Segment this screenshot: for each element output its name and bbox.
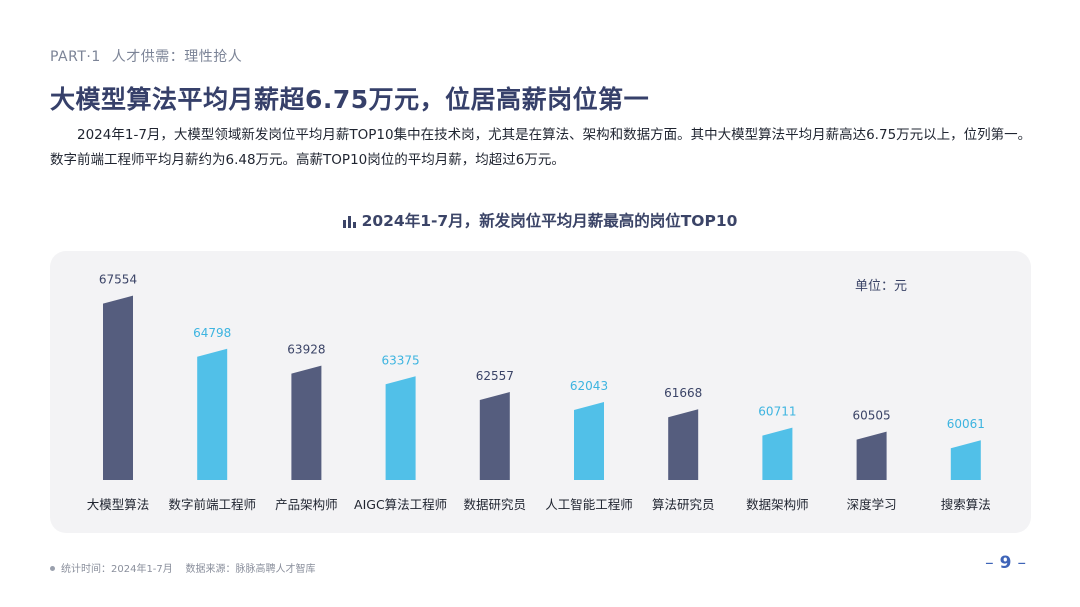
value-label-3: 63928 bbox=[287, 343, 325, 357]
bar-8 bbox=[762, 427, 793, 480]
value-label-6: 62043 bbox=[570, 379, 608, 393]
category-label-9: 深度学习 bbox=[847, 497, 897, 512]
category-label-3: 产品架构师 bbox=[275, 497, 338, 512]
value-label-7: 61668 bbox=[664, 386, 702, 400]
value-label-5: 62557 bbox=[476, 369, 514, 383]
bar-3 bbox=[291, 365, 322, 480]
bar-6 bbox=[574, 401, 604, 480]
category-label-7: 算法研究员 bbox=[652, 497, 715, 512]
bar-5 bbox=[479, 392, 510, 480]
value-label-2: 64798 bbox=[193, 326, 231, 340]
chart-title-text: 2024年1-7月，新发岗位平均月薪最高的岗位TOP10 bbox=[361, 212, 738, 230]
value-label-10: 60061 bbox=[947, 417, 985, 431]
section-label: PART·1 人才供需：理性抢人 bbox=[50, 46, 242, 66]
description-paragraph: 2024年1-7月，大模型领域新发岗位平均月薪TOP10集中在技术岗，尤其是在算… bbox=[50, 127, 1032, 168]
bar-chart-icon bbox=[342, 216, 356, 228]
bar-1 bbox=[103, 295, 133, 480]
bar-9 bbox=[856, 431, 887, 480]
value-label-8: 60711 bbox=[758, 405, 796, 419]
page-number-value: 9 bbox=[999, 553, 1012, 573]
page-number: –9– bbox=[985, 553, 1026, 573]
bar-2 bbox=[197, 348, 228, 480]
part-number: PART·1 bbox=[50, 49, 101, 65]
category-label-10: 搜索算法 bbox=[941, 497, 991, 512]
category-label-6: 人工智能工程师 bbox=[545, 497, 633, 512]
bar-10 bbox=[950, 440, 981, 480]
section-name: 人才供需：理性抢人 bbox=[111, 49, 243, 65]
page-title: 大模型算法平均月薪超6.75万元，位居高薪岗位第一 bbox=[50, 85, 650, 114]
category-label-4: AIGC算法工程师 bbox=[354, 497, 447, 512]
unit-label: 单位：元 bbox=[855, 279, 908, 294]
bar-4 bbox=[385, 376, 416, 480]
bar-7 bbox=[668, 409, 699, 480]
chart-title: 2024年1-7月，新发岗位平均月薪最高的岗位TOP10 bbox=[0, 209, 1080, 231]
value-label-9: 60505 bbox=[853, 409, 891, 423]
bullet-icon bbox=[50, 566, 55, 571]
category-label-1: 大模型算法 bbox=[87, 497, 150, 512]
value-label-1: 67554 bbox=[99, 273, 137, 287]
value-label-4: 63375 bbox=[382, 353, 420, 367]
footer-source: 统计时间：2024年1-7月 数据来源：脉脉高聘人才智库 bbox=[61, 564, 316, 575]
category-label-8: 数据架构师 bbox=[746, 497, 809, 512]
footer-note: 统计时间：2024年1-7月 数据来源：脉脉高聘人才智库 bbox=[50, 560, 316, 575]
category-label-5: 数据研究员 bbox=[464, 497, 527, 512]
category-label-2: 数字前端工程师 bbox=[168, 497, 256, 512]
